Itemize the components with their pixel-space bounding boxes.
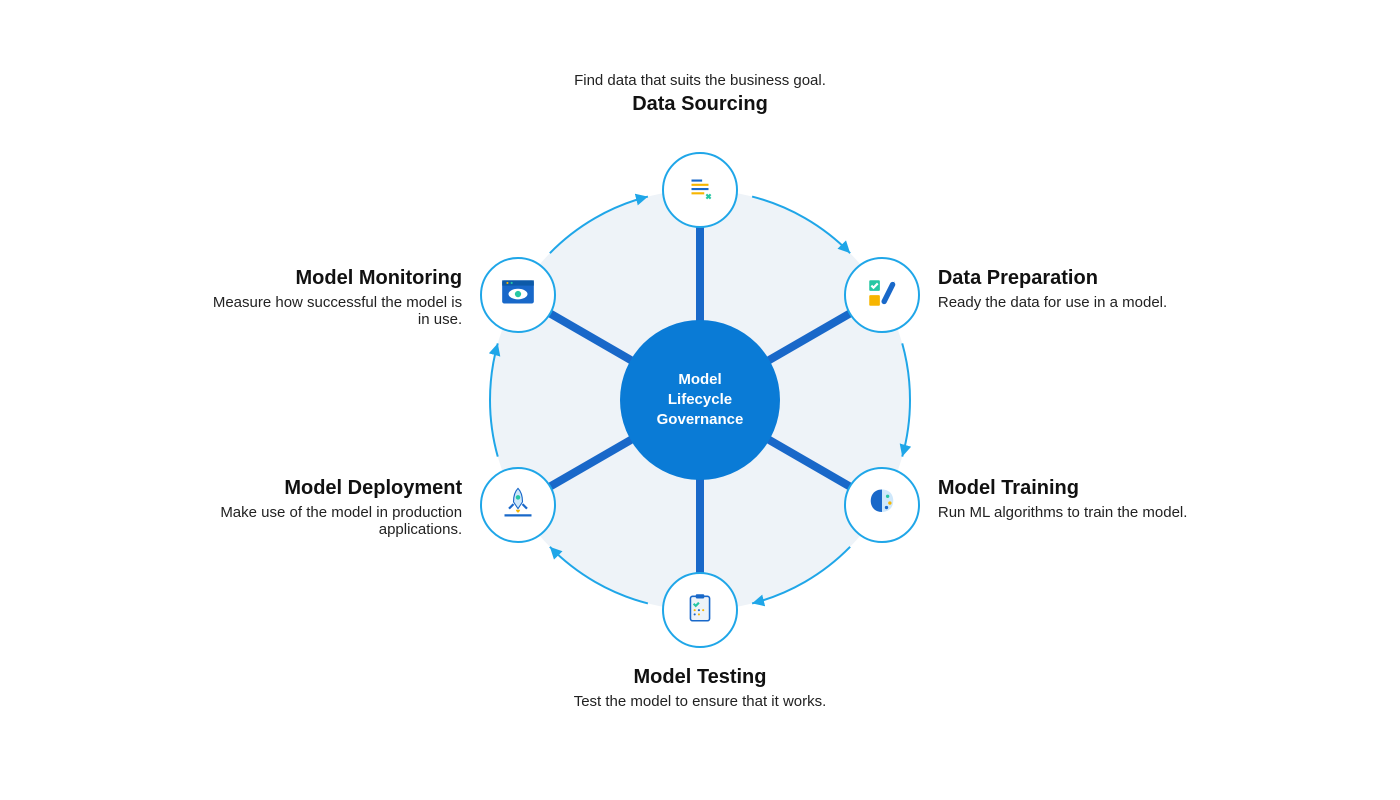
node-model-training bbox=[844, 467, 920, 543]
center-label: Model Lifecycle Governance bbox=[657, 370, 744, 431]
spoke-data-sourcing bbox=[696, 225, 704, 322]
center-hub: Model Lifecycle Governance bbox=[620, 320, 780, 480]
stage-desc: Test the model to ensure that it works. bbox=[570, 693, 830, 710]
label-model-monitoring: Model Monitoring Measure how successful t… bbox=[202, 267, 462, 328]
label-model-training: Model Training Run ML algorithms to train… bbox=[938, 477, 1198, 521]
stage-title: Data Preparation bbox=[938, 267, 1198, 290]
rocket-icon bbox=[500, 485, 536, 526]
edit-check-icon bbox=[865, 276, 899, 315]
stage-desc: Find data that suits the business goal. bbox=[570, 72, 830, 89]
stage-title: Data Sourcing bbox=[570, 93, 830, 116]
label-data-sourcing: Find data that suits the business goal. D… bbox=[570, 72, 830, 116]
node-data-sourcing bbox=[662, 152, 738, 228]
stage-title: Model Training bbox=[938, 477, 1198, 500]
node-model-monitoring bbox=[480, 257, 556, 333]
document-icon bbox=[683, 171, 717, 210]
label-model-deployment: Model Deployment Make use of the model in… bbox=[202, 477, 462, 538]
node-model-deployment bbox=[480, 467, 556, 543]
stage-title: Model Deployment bbox=[202, 477, 462, 500]
stage-title: Model Monitoring bbox=[202, 267, 462, 290]
stage-desc: Make use of the model in production appl… bbox=[202, 504, 462, 538]
lifecycle-diagram: Model Lifecycle Governance Find data tha… bbox=[200, 50, 1200, 750]
stage-desc: Measure how successful the model is in u… bbox=[202, 294, 462, 328]
node-data-preparation bbox=[844, 257, 920, 333]
label-model-testing: Model Testing Test the model to ensure th… bbox=[570, 666, 830, 710]
stage-title: Model Testing bbox=[570, 666, 830, 689]
stage-desc: Run ML algorithms to train the model. bbox=[938, 504, 1198, 521]
brain-icon bbox=[864, 485, 900, 526]
label-data-preparation: Data Preparation Ready the data for use i… bbox=[938, 267, 1198, 311]
stage-desc: Ready the data for use in a model. bbox=[938, 294, 1198, 311]
spoke-model-testing bbox=[696, 478, 704, 575]
clipboard-icon bbox=[683, 591, 717, 630]
monitor-eye-icon bbox=[499, 276, 537, 315]
node-model-testing bbox=[662, 572, 738, 648]
